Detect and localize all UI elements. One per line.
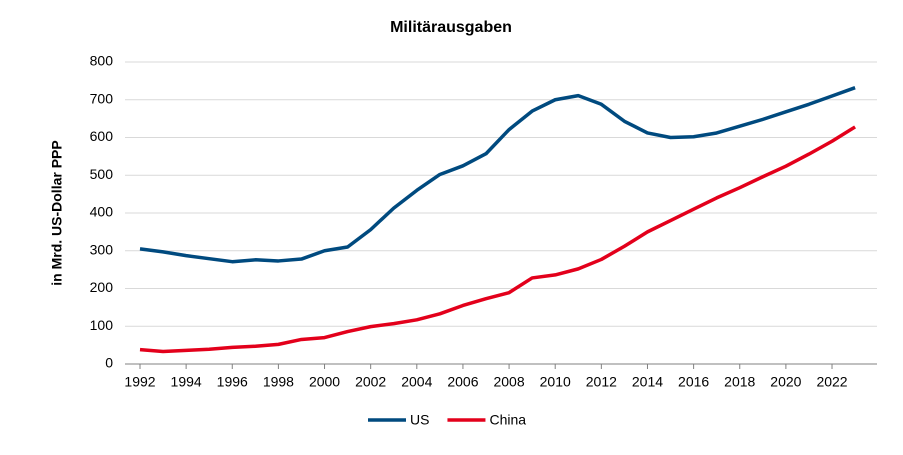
- y-tick-label: 0: [105, 355, 113, 371]
- y-tick-label: 500: [90, 166, 114, 182]
- x-tick-label: 2018: [724, 374, 755, 390]
- y-tick-label: 700: [90, 90, 114, 106]
- x-tick-label: 2010: [540, 374, 571, 390]
- x-tick-label: 2000: [309, 374, 340, 390]
- y-tick-label: 600: [90, 128, 114, 144]
- y-tick-label: 800: [90, 53, 114, 69]
- line-series: [139, 125, 857, 354]
- x-tick-label: 2014: [632, 374, 663, 390]
- x-tick-label: 2006: [447, 374, 478, 390]
- y-tick-label: 200: [90, 279, 114, 295]
- y-tick-label: 400: [90, 204, 114, 220]
- line-series: [139, 86, 856, 264]
- legend-label: China: [489, 412, 526, 428]
- x-tick-label: 2002: [355, 374, 386, 390]
- x-tick-label: 1996: [217, 374, 248, 390]
- x-tick-label: 1992: [124, 374, 155, 390]
- x-tick-label: 1998: [263, 374, 294, 390]
- chart-title: Militärausgaben: [390, 19, 512, 36]
- x-tick-label: 2004: [401, 374, 432, 390]
- y-axis-label: in Mrd. US-Dollar PPP: [49, 140, 65, 285]
- legend-label: US: [410, 412, 429, 428]
- x-tick-label: 2020: [770, 374, 801, 390]
- x-tick-label: 2012: [586, 374, 617, 390]
- x-tick-label: 2016: [678, 374, 709, 390]
- x-tick-label: 2008: [493, 374, 524, 390]
- x-tick-label: 1994: [171, 374, 202, 390]
- x-tick-label: 2022: [816, 374, 847, 390]
- y-tick-label: 300: [90, 241, 114, 257]
- y-tick-label: 100: [90, 317, 114, 333]
